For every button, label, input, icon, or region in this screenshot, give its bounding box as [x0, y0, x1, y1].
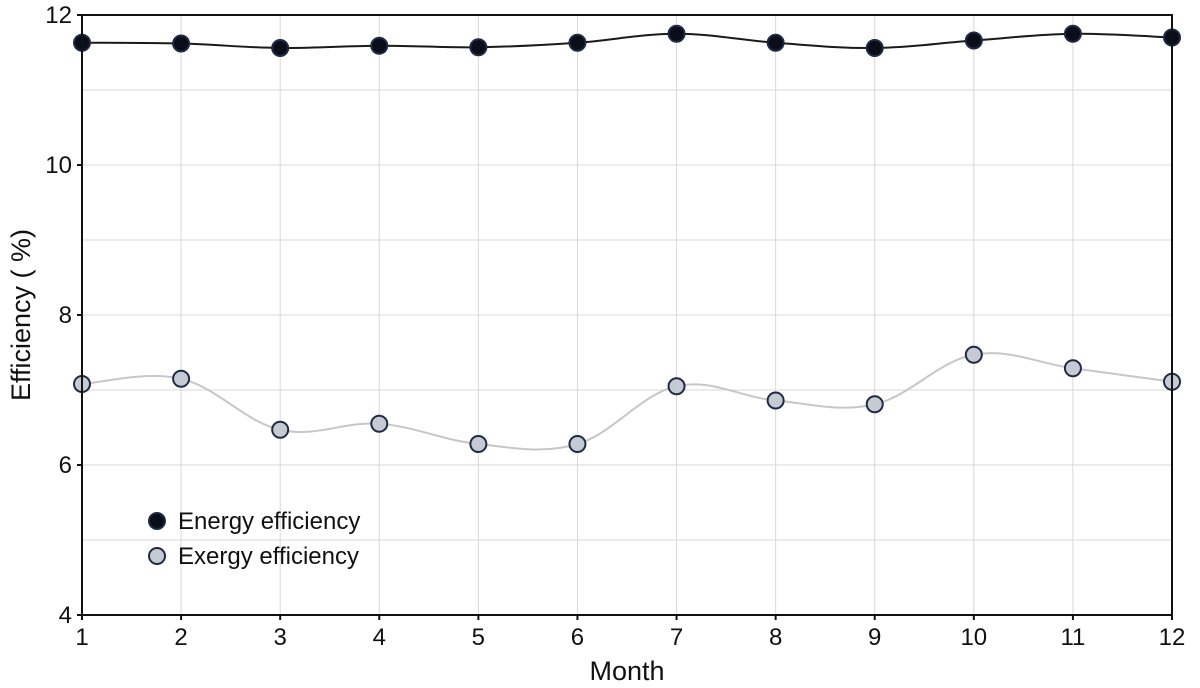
- energy-efficiency-point: [370, 36, 389, 55]
- y-axis-title: Efficiency ( %): [6, 229, 36, 401]
- energy-efficiency-point: [1063, 24, 1082, 43]
- y-axis-tick-label: 6: [59, 452, 72, 479]
- x-axis-tick-label: 11: [1060, 624, 1085, 651]
- x-axis-tick-label: 3: [274, 624, 287, 651]
- legend-energy-efficiency-marker: [148, 512, 166, 530]
- x-axis-tick-label: 5: [472, 624, 485, 651]
- energy-efficiency-point: [865, 39, 884, 57]
- x-axis-tick-label: 12: [1159, 624, 1186, 651]
- energy-efficiency-point: [568, 33, 587, 52]
- energy-efficiency-line: [81, 32, 1173, 50]
- energy-efficiency-point: [271, 39, 290, 57]
- exergy-efficiency-point: [172, 369, 191, 388]
- x-axis-tick-label: 2: [174, 624, 187, 651]
- x-axis-tick-label: 10: [960, 624, 987, 651]
- legend: Energy efficiency Exergy efficiency: [148, 508, 360, 570]
- x-axis-tick-label: 8: [769, 624, 782, 651]
- exergy-efficiency-point: [766, 391, 785, 410]
- plot-frame: [81, 14, 1173, 616]
- energy-efficiency-point: [172, 34, 191, 53]
- legend-energy-efficiency-label: Energy efficiency: [178, 508, 360, 535]
- legend-exergy-efficiency-label: Exergy efficiency: [178, 543, 359, 570]
- y-axis-tick-label: 10: [45, 152, 72, 179]
- y-axis-tick-label: 12: [45, 2, 72, 29]
- x-axis-tick-label: 9: [868, 624, 881, 651]
- x-axis-title: Month: [589, 656, 664, 686]
- x-axis-tick-label: 6: [571, 624, 584, 651]
- series-group: [73, 24, 1181, 453]
- exergy-efficiency-point: [667, 377, 686, 396]
- x-axis-tick-label: 1: [75, 624, 88, 651]
- exergy-efficiency-point: [370, 414, 389, 433]
- y-axis-tick-label: 8: [59, 302, 72, 329]
- exergy-efficiency-point: [865, 395, 884, 414]
- legend-exergy-efficiency-marker: [148, 547, 166, 565]
- energy-efficiency-point: [766, 33, 785, 52]
- exergy-efficiency-line: [81, 352, 1173, 451]
- exergy-efficiency-point: [1063, 359, 1082, 378]
- exergy-efficiency-point: [469, 435, 488, 453]
- energy-efficiency-point: [469, 38, 488, 57]
- x-axis-tick-label: 4: [373, 624, 386, 651]
- exergy-efficiency-point: [964, 345, 983, 364]
- energy-efficiency-point: [964, 31, 983, 50]
- y-axis-tick-label: 4: [59, 602, 72, 629]
- x-axis-tick-label: 7: [670, 624, 683, 651]
- exergy-efficiency-point: [271, 420, 290, 439]
- energy-efficiency-point: [667, 24, 686, 43]
- exergy-efficiency-point: [568, 435, 587, 453]
